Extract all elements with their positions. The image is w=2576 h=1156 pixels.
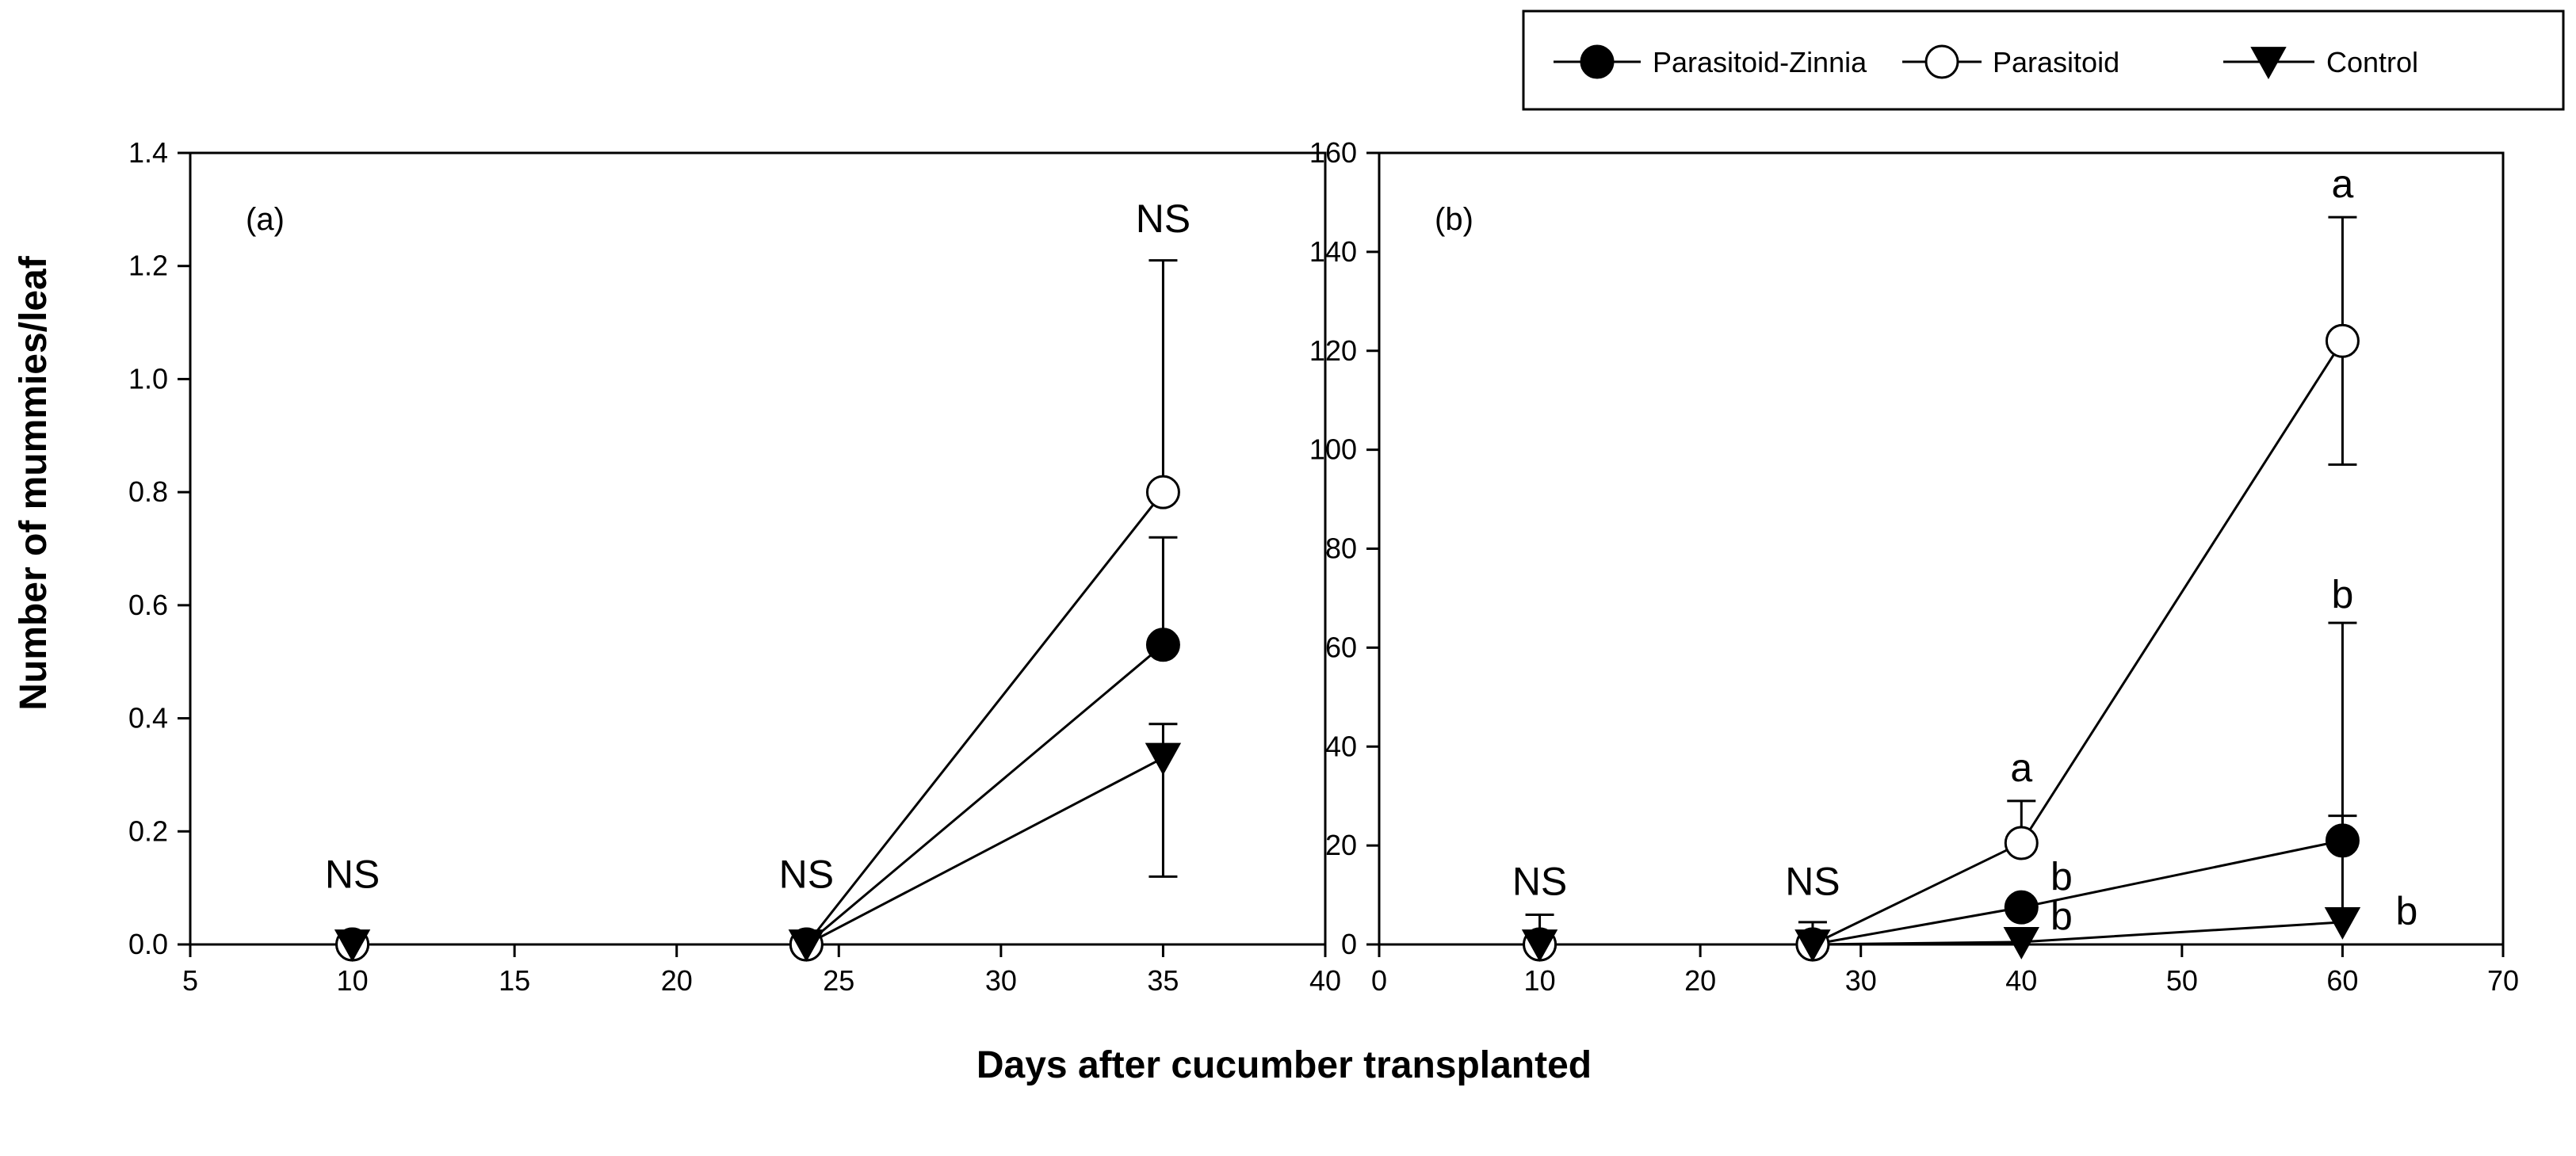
legend: Parasitoid-Zinnia Parasitoid Control (1522, 10, 2565, 111)
legend-marker-parasitoid (1924, 44, 1959, 79)
x-tick-label: 10 (337, 964, 369, 997)
series-line-parasitoid (352, 491, 1164, 946)
point-control (1794, 929, 1831, 963)
legend-label-parasitoid: Parasitoid (1993, 46, 2119, 78)
significance-label: a (2332, 162, 2354, 206)
y-tick-label: 1.0 (128, 362, 168, 395)
x-tick-label: 20 (1684, 964, 1716, 997)
significance-label: b (2332, 572, 2354, 616)
point-parasitoid (2325, 323, 2360, 358)
y-tick-label: 160 (1309, 136, 1357, 169)
series-line-parasitoid (1539, 340, 2344, 946)
y-tick-label: 1.2 (128, 250, 168, 282)
y-tick-label: 140 (1309, 235, 1357, 268)
significance-label: a (2010, 746, 2032, 790)
point-control (1521, 929, 1558, 963)
point-control (334, 929, 371, 963)
y-tick-label: 120 (1309, 334, 1357, 367)
x-tick-label: 10 (1524, 964, 1556, 997)
x-tick-label: 25 (823, 964, 854, 997)
y-tick-label: 60 (1325, 631, 1357, 663)
x-tick-label: 0 (1371, 964, 1387, 997)
x-tick-label: 70 (2487, 964, 2519, 997)
legend-label-parasitoid-zinnia: Parasitoid-Zinnia (1653, 46, 1867, 78)
legend-box (1522, 10, 2565, 111)
significance-label: b (2396, 889, 2418, 933)
x-tick-label: 50 (2166, 964, 2198, 997)
y-tick-label: 40 (1325, 730, 1357, 762)
point-control (788, 929, 825, 963)
point-control (2324, 907, 2361, 940)
x-tick-label: 40 (2005, 964, 2037, 997)
y-tick-label: 0.8 (128, 475, 168, 508)
x-tick-label: 60 (2326, 964, 2358, 997)
plot-frame (189, 151, 1327, 946)
significance-label: NS (325, 853, 380, 897)
y-tick-label: 1.4 (128, 136, 168, 169)
panel-a: 5 10 15 20 25 30 35 40 0.0 0.2 0.4 0.6 0.8 1.0 1.2 1.4 (… (128, 136, 1341, 997)
panel-b: 0 10 20 30 40 50 60 70 0 20 40 60 80 100 120 140 160 (b) N… (1309, 136, 2519, 997)
legend-marker-control (2250, 47, 2287, 80)
significance-label: NS (1136, 196, 1191, 241)
x-tick-label: 35 (1147, 964, 1179, 997)
significance-label: b (2050, 854, 2073, 898)
x-tick-label: 40 (1309, 964, 1341, 997)
x-tick-label: 15 (499, 964, 530, 997)
y-tick-label: 20 (1325, 829, 1357, 861)
x-axis-title: Days after cucumber transplanted (977, 1044, 1592, 1086)
series-line-parasitoid-zinnia (352, 643, 1164, 946)
series-line-control (1539, 921, 2343, 946)
point-control (2003, 927, 2039, 960)
panel-label: (a) (246, 202, 285, 237)
legend-label-control: Control (2326, 46, 2418, 78)
legend-marker-parasitoid-zinnia (1580, 44, 1615, 79)
point-parasitoid-zinnia (2004, 890, 2039, 925)
point-parasitoid-zinnia (2325, 823, 2360, 858)
y-tick-label: 100 (1309, 433, 1357, 466)
y-tick-label: 0.4 (128, 702, 168, 734)
panel-label: (b) (1435, 202, 1473, 237)
y-tick-label: 0 (1341, 928, 1357, 960)
y-tick-label: 80 (1325, 532, 1357, 565)
x-tick-label: 5 (182, 964, 198, 997)
series-line-control (352, 757, 1164, 946)
point-parasitoid-zinnia (1145, 628, 1180, 662)
point-parasitoid (2004, 826, 2039, 860)
x-tick-label: 30 (985, 964, 1017, 997)
significance-label: NS (1512, 860, 1567, 904)
x-tick-label: 30 (1845, 964, 1877, 997)
significance-label: NS (779, 853, 834, 897)
x-tick-label: 20 (661, 964, 693, 997)
y-axis-title: Number of mummies/leaf (13, 255, 55, 710)
y-tick-label: 0.6 (128, 589, 168, 621)
significance-label: NS (1785, 860, 1840, 904)
y-tick-label: 0.2 (128, 815, 168, 847)
point-control (1145, 742, 1182, 776)
significance-label: b (2050, 894, 2073, 938)
y-tick-label: 0.0 (128, 928, 168, 960)
point-parasitoid (1145, 475, 1180, 509)
